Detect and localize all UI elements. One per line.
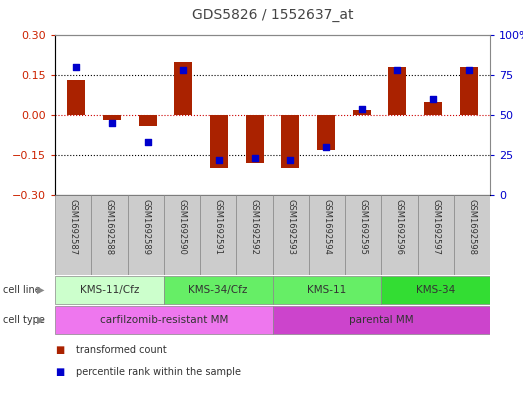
Text: GSM1692594: GSM1692594: [322, 199, 332, 255]
Text: KMS-11: KMS-11: [307, 285, 347, 295]
Bar: [309, 195, 345, 275]
Point: [322, 144, 330, 150]
Bar: [424, 102, 442, 115]
Text: GDS5826 / 1552637_at: GDS5826 / 1552637_at: [192, 8, 353, 22]
Bar: [281, 115, 299, 168]
Point: [429, 96, 437, 102]
Text: ■: ■: [55, 367, 64, 376]
Text: GSM1692591: GSM1692591: [213, 199, 223, 255]
Bar: [210, 115, 228, 168]
Bar: [417, 195, 454, 275]
Text: cell type: cell type: [3, 315, 44, 325]
Text: parental MM: parental MM: [349, 315, 414, 325]
Bar: [103, 115, 121, 120]
Bar: [460, 67, 477, 115]
Point: [179, 67, 188, 73]
Bar: [164, 275, 272, 305]
Bar: [139, 115, 156, 126]
Text: GSM1692588: GSM1692588: [105, 199, 114, 255]
Bar: [164, 195, 200, 275]
Text: ■: ■: [55, 345, 64, 355]
Text: carfilzomib-resistant MM: carfilzomib-resistant MM: [99, 315, 228, 325]
Bar: [389, 67, 406, 115]
Text: KMS-34: KMS-34: [416, 285, 455, 295]
Text: GSM1692589: GSM1692589: [141, 199, 150, 255]
Bar: [236, 195, 272, 275]
Point: [108, 120, 116, 126]
Bar: [345, 195, 381, 275]
Text: percentile rank within the sample: percentile rank within the sample: [76, 367, 241, 376]
Text: GSM1692596: GSM1692596: [395, 199, 404, 255]
Text: KMS-11/Cfz: KMS-11/Cfz: [79, 285, 139, 295]
Text: GSM1692590: GSM1692590: [177, 199, 186, 255]
Text: ▶: ▶: [37, 315, 44, 325]
Text: transformed count: transformed count: [76, 345, 167, 355]
Point: [464, 67, 473, 73]
Point: [286, 157, 294, 163]
Bar: [200, 195, 236, 275]
Text: GSM1692597: GSM1692597: [431, 199, 440, 255]
Bar: [55, 306, 272, 334]
Bar: [246, 115, 264, 163]
Text: GSM1692593: GSM1692593: [286, 199, 295, 255]
Text: cell line: cell line: [3, 285, 40, 295]
Text: GSM1692598: GSM1692598: [468, 199, 476, 255]
Bar: [272, 195, 309, 275]
Bar: [128, 195, 164, 275]
Bar: [67, 80, 85, 115]
Bar: [317, 115, 335, 150]
Bar: [353, 110, 371, 115]
Bar: [55, 195, 91, 275]
Bar: [381, 195, 417, 275]
Text: GSM1692592: GSM1692592: [250, 199, 259, 255]
Point: [143, 139, 152, 145]
Bar: [91, 195, 128, 275]
Bar: [381, 275, 490, 305]
Text: GSM1692587: GSM1692587: [69, 199, 77, 255]
Point: [215, 157, 223, 163]
Text: GSM1692595: GSM1692595: [359, 199, 368, 255]
Bar: [175, 62, 192, 115]
Bar: [454, 195, 490, 275]
Bar: [55, 275, 164, 305]
Point: [72, 64, 81, 70]
Bar: [272, 275, 381, 305]
Point: [357, 105, 366, 112]
Bar: [272, 306, 490, 334]
Point: [393, 67, 402, 73]
Text: ▶: ▶: [37, 285, 44, 295]
Point: [251, 155, 259, 162]
Text: KMS-34/Cfz: KMS-34/Cfz: [188, 285, 248, 295]
